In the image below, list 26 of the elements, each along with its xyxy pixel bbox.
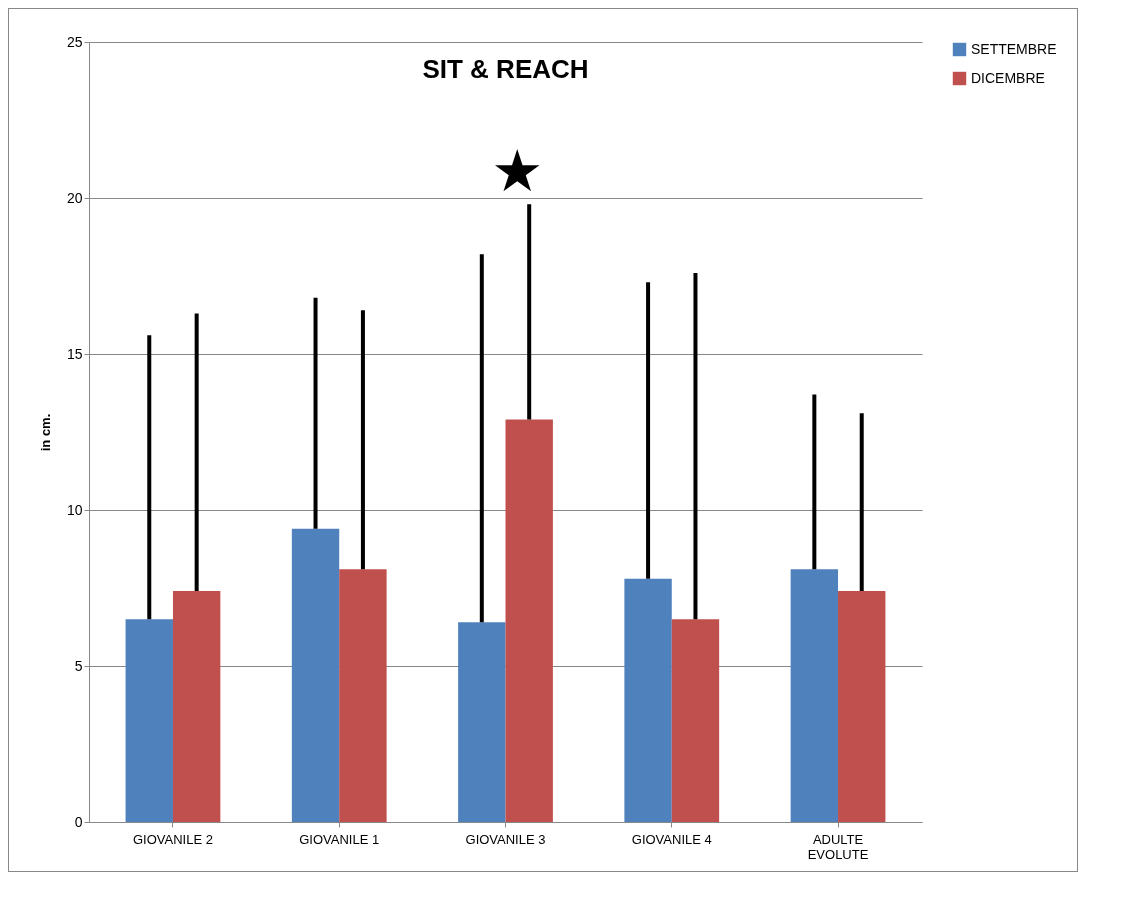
y-tick-label: 25 bbox=[66, 33, 83, 50]
y-tick-label: 15 bbox=[66, 345, 83, 362]
y-axis-title: in cm. bbox=[37, 413, 53, 452]
bar bbox=[458, 622, 506, 822]
y-tick-label: 5 bbox=[74, 657, 83, 674]
bar bbox=[624, 578, 672, 822]
x-tick-label: ADULTE EVOLUTE bbox=[807, 831, 869, 862]
x-tick-label: GIOVANILE 3 bbox=[465, 831, 546, 847]
annotation: ★ bbox=[491, 137, 544, 206]
legend-label: SETTEMBRE bbox=[971, 40, 1057, 57]
y-tick-label: 10 bbox=[66, 501, 83, 518]
x-tick-label: GIOVANILE 4 bbox=[631, 831, 712, 847]
y-tick-label: 20 bbox=[66, 189, 83, 206]
x-tick-label: GIOVANILE 2 bbox=[132, 831, 213, 847]
bar bbox=[505, 419, 553, 822]
text: SIT & REACH bbox=[422, 54, 589, 84]
x-tick-label: GIOVANILE 1 bbox=[299, 831, 380, 847]
legend-label: DICEMBRE bbox=[971, 69, 1045, 86]
bar bbox=[838, 591, 886, 822]
bar bbox=[291, 528, 340, 822]
bar bbox=[339, 569, 387, 822]
bar bbox=[125, 619, 173, 822]
bar bbox=[790, 569, 839, 822]
bar bbox=[671, 619, 720, 822]
bar bbox=[172, 591, 221, 822]
y-tick-label: 0 bbox=[74, 813, 83, 830]
